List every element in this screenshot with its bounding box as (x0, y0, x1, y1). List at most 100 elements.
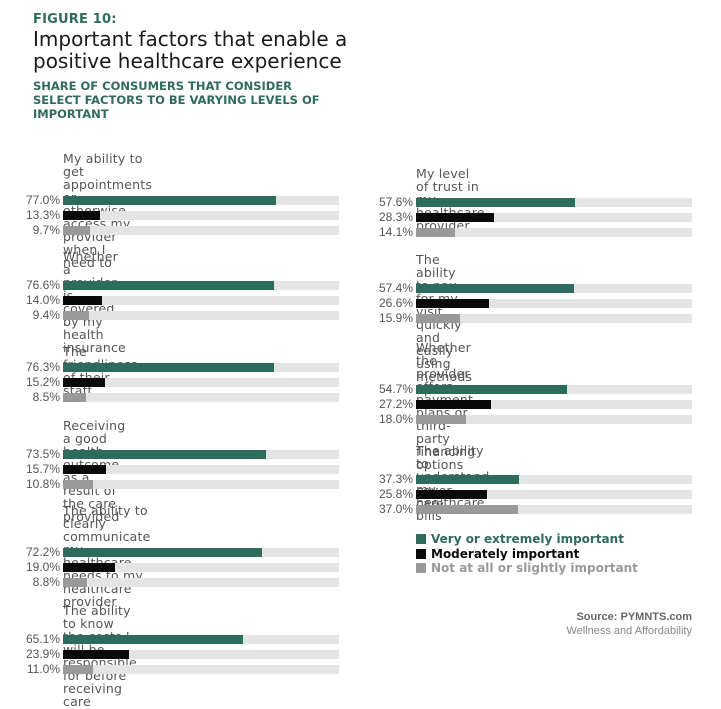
source-line: Source: PYMNTS.com (576, 611, 692, 623)
bar-fill-very (63, 196, 276, 205)
percent-label: 9.4% (32, 308, 60, 322)
bar-fill-moderate (63, 296, 102, 305)
percent-label: 76.6% (25, 278, 60, 292)
factor-label-line: Whether the provider offers payment (416, 340, 473, 406)
percent-label: 15.9% (378, 311, 413, 325)
factor-label-line: result of the care provided (63, 483, 120, 524)
percent-label: 23.9% (25, 647, 60, 661)
factor-label-line: health insurance (63, 327, 126, 355)
legend-swatch-very (416, 534, 426, 545)
bar-track (63, 665, 339, 674)
factor-label-line: The ability to know the costs I will be (63, 603, 131, 656)
legend-item-very: Very or extremely important (416, 532, 638, 547)
factor-label-line: The ability to clearly communicate my (63, 503, 151, 556)
percent-label: 76.3% (25, 360, 60, 374)
bar-fill-very (416, 385, 567, 394)
factor-label-line: My level of trust in my healthcare (416, 166, 484, 219)
bar-fill-not (63, 480, 93, 489)
bar-track (63, 311, 339, 320)
bar-track (63, 563, 339, 572)
bar-track (416, 400, 692, 409)
percent-label: 8.5% (32, 390, 60, 404)
bar-track (63, 480, 339, 489)
percent-label: 54.7% (378, 382, 413, 396)
percent-label: 37.3% (378, 472, 413, 486)
legend-swatch-not (416, 563, 426, 574)
bar-fill-moderate (63, 650, 129, 659)
percent-label: 27.2% (378, 397, 413, 411)
percent-label: 18.0% (378, 412, 413, 426)
bar-track (416, 284, 692, 293)
percent-label: 14.0% (25, 293, 60, 307)
bar-track (63, 548, 339, 557)
bar-track (63, 578, 339, 587)
bar-fill-moderate (63, 211, 100, 220)
bar-fill-very (63, 281, 275, 290)
bar-fill-not (63, 311, 89, 320)
bar-fill-not (63, 578, 88, 587)
bar-fill-moderate (63, 465, 107, 474)
bar-track (416, 490, 692, 499)
figure-label: FIGURE 10: (33, 12, 117, 27)
chart-subtitle: SHARE OF CONSUMERS THAT CONSIDER SELECT … (33, 79, 320, 121)
bar-track (63, 296, 339, 305)
bar-fill-not (63, 393, 87, 402)
bar-fill-very (63, 363, 274, 372)
legend-label-not: Not at all or slightly important (431, 561, 638, 575)
bar-track (63, 226, 339, 235)
bar-fill-very (416, 475, 519, 484)
bar-fill-very (63, 450, 266, 459)
percent-label: 25.8% (378, 487, 413, 501)
source-note: Source: PYMNTS.com Wellness and Affordab… (566, 610, 692, 638)
bar-track (63, 196, 339, 205)
bar-track (416, 299, 692, 308)
legend-label-moderate: Moderately important (431, 546, 580, 561)
bar-track (63, 281, 339, 290)
percent-label: 26.6% (378, 296, 413, 310)
percent-label: 13.3% (25, 208, 60, 222)
bar-fill-not (63, 226, 90, 235)
percent-label: 19.0% (25, 560, 60, 574)
legend-item-not: Not at all or slightly important (416, 561, 638, 576)
bar-track (63, 635, 339, 644)
bar-fill-moderate (416, 400, 492, 409)
percent-label: 14.1% (378, 225, 413, 239)
bar-track (63, 393, 339, 402)
percent-label: 15.2% (25, 375, 60, 389)
bar-fill-not (416, 415, 466, 424)
chart-title: Important factors that enable a positive… (33, 27, 348, 73)
bar-track (63, 211, 339, 220)
legend-item-moderate: Moderately important (416, 547, 638, 562)
legend-label-very: Very or extremely important (431, 532, 624, 546)
bar-track (416, 314, 692, 323)
percent-label: 65.1% (25, 632, 60, 646)
bar-track (63, 650, 339, 659)
bar-track (416, 213, 692, 222)
bar-fill-moderate (63, 563, 116, 572)
percent-label: 57.4% (378, 281, 413, 295)
factor-label-line: need to (63, 255, 113, 270)
bar-fill-not (416, 314, 460, 323)
bar-fill-very (63, 635, 243, 644)
factor-label: Whether a provider is covered by myhealt… (63, 250, 126, 354)
percent-label: 57.6% (378, 195, 413, 209)
bar-track (63, 378, 339, 387)
legend: Very or extremely important Moderately i… (416, 532, 638, 576)
percent-label: 10.8% (25, 477, 60, 491)
percent-label: 77.0% (25, 193, 60, 207)
bar-fill-not (416, 228, 455, 237)
bar-track (416, 505, 692, 514)
percent-label: 73.5% (25, 447, 60, 461)
bar-track (63, 465, 339, 474)
percent-label: 9.7% (32, 223, 60, 237)
percent-label: 8.8% (32, 575, 60, 589)
percent-label: 11.0% (26, 662, 60, 676)
bar-fill-moderate (416, 490, 488, 499)
legend-swatch-moderate (416, 548, 426, 559)
factor-label-line: healthcare needs to my healthcare (63, 556, 144, 596)
factor-label-line: responsible for before receiving care (63, 655, 137, 709)
source-report: Wellness and Affordability (566, 625, 692, 637)
bar-track (416, 385, 692, 394)
bar-fill-very (63, 548, 263, 557)
bar-fill-very (416, 284, 575, 293)
